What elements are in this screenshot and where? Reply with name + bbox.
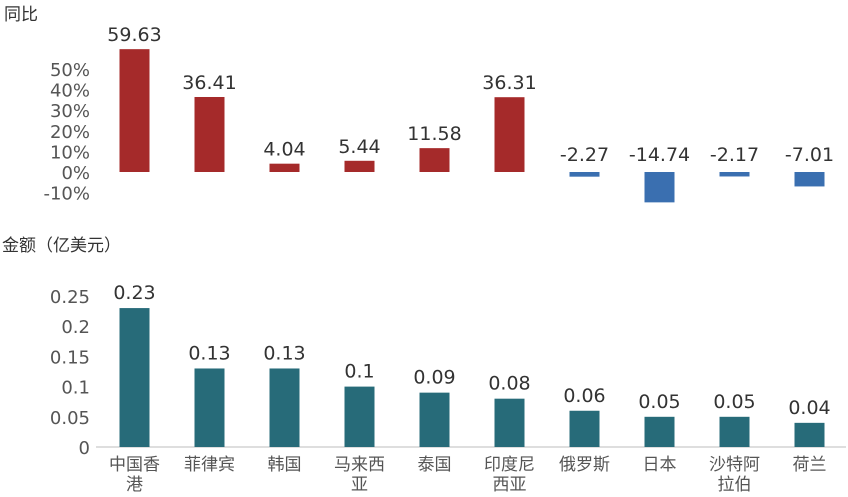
bottom-y-tick-label: 0.25 — [50, 287, 90, 308]
top-bar — [494, 97, 525, 172]
top-data-label: -2.27 — [560, 144, 609, 166]
x-category-label: 港 — [126, 475, 143, 493]
x-category-label: 亚 — [351, 475, 368, 493]
top-bar — [194, 96, 225, 172]
top-data-label: 4.04 — [263, 139, 305, 161]
bottom-bar — [644, 416, 675, 447]
bottom-y-tick-label: 0.1 — [61, 378, 90, 399]
bottom-data-label: 0.1 — [344, 361, 374, 383]
top-bar — [119, 49, 150, 172]
bottom-bar — [344, 386, 375, 447]
top-y-tick-label: 40% — [50, 81, 90, 102]
x-category-label: 俄罗斯 — [559, 455, 610, 475]
bottom-data-label: 0.05 — [638, 391, 680, 413]
top-data-label: 36.41 — [182, 72, 236, 94]
bottom-bar — [119, 308, 150, 447]
top-data-label: 59.63 — [107, 24, 161, 46]
x-category-label: 泰国 — [418, 455, 452, 475]
x-category-label: 菲律宾 — [184, 455, 235, 475]
top-bar — [344, 160, 375, 172]
top-y-axis-title: 同比 — [4, 5, 38, 25]
top-data-label: -7.01 — [785, 144, 834, 166]
top-data-label: 36.31 — [482, 72, 536, 94]
top-y-tick-label: 0% — [61, 163, 90, 184]
x-category-label: 西亚 — [493, 475, 527, 493]
top-bar — [719, 172, 750, 177]
top-y-tick-label: 10% — [50, 142, 90, 163]
top-bar — [569, 172, 600, 177]
bottom-bar — [419, 392, 450, 447]
bottom-data-label: 0.13 — [188, 342, 230, 364]
top-y-tick-label: 50% — [50, 60, 90, 81]
top-y-tick-label: 30% — [50, 101, 90, 122]
bottom-data-label: 0.06 — [563, 385, 605, 407]
x-category-label: 中国香 — [109, 455, 160, 475]
bottom-bar — [494, 398, 525, 447]
top-bar — [644, 172, 675, 203]
bottom-y-tick-label: 0 — [79, 438, 90, 459]
bottom-data-label: 0.04 — [788, 397, 830, 419]
top-data-label: -2.17 — [710, 144, 759, 166]
top-bar — [419, 148, 450, 172]
top-y-tick-label: -10% — [43, 184, 90, 205]
bottom-bar — [569, 410, 600, 447]
bottom-data-label: 0.08 — [488, 373, 530, 395]
x-category-label: 沙特阿 — [709, 455, 760, 475]
top-bar — [269, 163, 300, 172]
top-data-label: 5.44 — [338, 136, 380, 158]
bottom-data-label: 0.13 — [263, 342, 305, 364]
bottom-data-label: 0.05 — [713, 391, 755, 413]
bottom-bar — [719, 416, 750, 447]
top-data-label: -14.74 — [629, 144, 690, 166]
bottom-bar — [269, 368, 300, 447]
x-category-label: 韩国 — [268, 455, 302, 475]
bottom-y-tick-label: 0.05 — [50, 408, 90, 429]
top-bar — [794, 172, 825, 187]
top-data-label: 11.58 — [407, 123, 461, 145]
x-category-label: 拉伯 — [718, 475, 752, 493]
x-category-label: 印度尼 — [484, 455, 535, 475]
bottom-data-label: 0.09 — [413, 367, 455, 389]
x-category-label: 马来西 — [334, 455, 385, 475]
x-category-label: 日本 — [643, 455, 677, 475]
bottom-y-tick-label: 0.2 — [61, 317, 90, 338]
bottom-bar — [194, 368, 225, 447]
bottom-y-tick-label: 0.15 — [50, 347, 90, 368]
bottom-bar — [794, 422, 825, 447]
bottom-y-axis-title: 金额（亿美元） — [2, 236, 121, 256]
bottom-data-label: 0.23 — [113, 282, 155, 304]
top-y-tick-label: 20% — [50, 122, 90, 143]
x-category-label: 荷兰 — [793, 455, 827, 475]
